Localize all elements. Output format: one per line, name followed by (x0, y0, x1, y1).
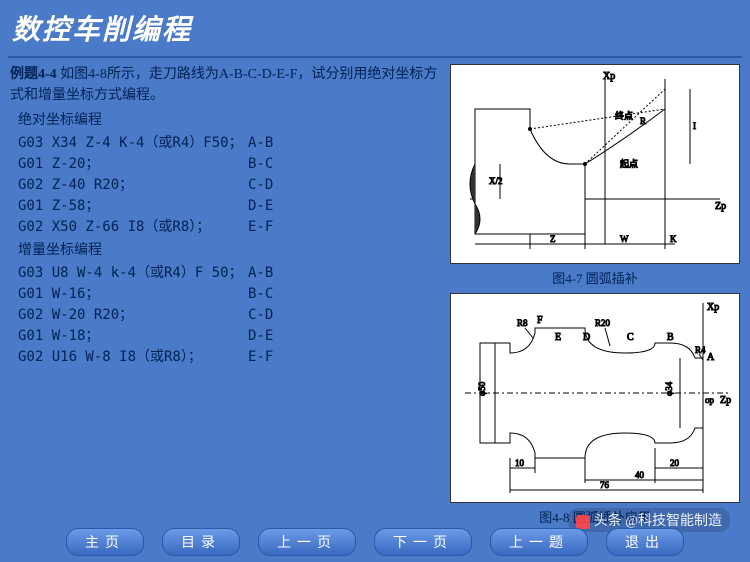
code-line: G03 U8 W-4 k-4（或R4）F 50；A-B (18, 263, 442, 284)
problem-number: 例题4-4 (10, 67, 57, 82)
section-inc-title: 增量坐标编程 (18, 240, 442, 261)
segment-label: D-E (248, 196, 298, 217)
code-line: G02 Z-40 R20；C-D (18, 175, 442, 196)
figure-1: Xp Zp op R 终点 起点 (450, 64, 740, 264)
code-text: G02 W-20 R20； (18, 305, 248, 326)
nav-toc[interactable]: 目录 (162, 528, 240, 556)
segment-label: C-D (248, 175, 298, 196)
code-text: G02 Z-40 R20； (18, 175, 248, 196)
svg-text:R: R (640, 116, 646, 126)
inc-code-block: G03 U8 W-4 k-4（或R4）F 50；A-BG01 W-16；B-CG… (10, 263, 442, 368)
svg-text:I: I (693, 121, 696, 131)
code-text: G01 Z-58； (18, 196, 248, 217)
code-text: G03 X34 Z-4 K-4（或R4）F50； (18, 133, 248, 154)
svg-text:X/2: X/2 (489, 176, 503, 186)
code-text: G02 X50 Z-66 I8（或R8）； (18, 217, 248, 238)
code-text: G01 W-18； (18, 326, 248, 347)
nav-prev[interactable]: 上一页 (258, 528, 356, 556)
nav-pg-next[interactable]: 退出 (606, 528, 684, 556)
svg-text:E: E (555, 332, 561, 343)
svg-text:op: op (705, 395, 715, 405)
svg-text:Z: Z (550, 234, 556, 244)
code-text: G02 U16 W-8 I8（或R8）； (18, 347, 248, 368)
code-line: G02 W-20 R20；C-D (18, 305, 442, 326)
svg-text:F: F (537, 315, 543, 326)
svg-text:A: A (707, 352, 715, 363)
svg-text:R4: R4 (695, 345, 706, 355)
svg-text:φ34: φ34 (664, 381, 674, 396)
text-column: 例题4-4 如图4-8所示，走刀路线为A-B-C-D-E-F，试分别用绝对坐标方… (10, 64, 442, 532)
svg-text:20: 20 (670, 458, 680, 468)
svg-text:起点: 起点 (620, 159, 638, 169)
code-text: G03 U8 W-4 k-4（或R4）F 50； (18, 263, 248, 284)
nav-next[interactable]: 下一页 (374, 528, 472, 556)
code-line: G03 X34 Z-4 K-4（或R4）F50；A-B (18, 133, 442, 154)
fig1-svg: Xp Zp op R 终点 起点 (455, 69, 735, 259)
nav-bar: 主页 目录 上一页 下一页 上一题 退出 (0, 528, 750, 556)
figure-2: Xp Zp op R8 R20 R4 (450, 293, 740, 503)
figure-column: Xp Zp op R 终点 起点 (450, 64, 740, 532)
content-area: 例题4-4 如图4-8所示，走刀路线为A-B-C-D-E-F，试分别用绝对坐标方… (0, 58, 750, 538)
svg-text:D: D (583, 332, 590, 343)
svg-text:终点: 终点 (615, 110, 633, 121)
code-line: G01 Z-20；B-C (18, 154, 442, 175)
svg-text:Zp: Zp (715, 201, 726, 212)
fig1-caption: 图4-7 圆弧插补 (450, 268, 740, 287)
code-text: G01 Z-20； (18, 154, 248, 175)
nav-pg-prev[interactable]: 上一题 (490, 528, 588, 556)
svg-text:40: 40 (635, 470, 645, 480)
code-line: G01 W-16；B-C (18, 284, 442, 305)
problem-text: 如图4-8所示，走刀路线为A-B-C-D-E-F，试分别用绝对坐标方式和增量坐标… (10, 67, 437, 103)
abs-code-block: G03 X34 Z-4 K-4（或R4）F50；A-BG01 Z-20；B-CG… (10, 133, 442, 238)
code-text: G01 W-16； (18, 284, 248, 305)
svg-text:Xp: Xp (603, 71, 615, 82)
svg-text:K: K (670, 234, 677, 244)
segment-label: B-C (248, 154, 298, 175)
segment-label: E-F (248, 217, 298, 238)
section-abs-title: 绝对坐标编程 (18, 110, 442, 131)
problem-intro: 例题4-4 如图4-8所示，走刀路线为A-B-C-D-E-F，试分别用绝对坐标方… (10, 64, 442, 106)
code-line: G01 Z-58；D-E (18, 196, 442, 217)
svg-text:76: 76 (600, 480, 610, 490)
segment-label: D-E (248, 326, 298, 347)
segment-label: B-C (248, 284, 298, 305)
segment-label: E-F (248, 347, 298, 368)
svg-text:Zp: Zp (720, 395, 731, 406)
svg-text:B: B (667, 332, 674, 343)
svg-text:Xp: Xp (707, 302, 719, 313)
svg-text:R20: R20 (595, 318, 611, 328)
svg-text:W: W (620, 234, 629, 244)
code-line: G02 X50 Z-66 I8（或R8）；E-F (18, 217, 442, 238)
nav-home[interactable]: 主页 (66, 528, 144, 556)
code-line: G01 W-18；D-E (18, 326, 442, 347)
svg-text:R8: R8 (517, 318, 528, 328)
fig2-svg: Xp Zp op R8 R20 R4 (455, 298, 735, 498)
page-title: 数控车削编程 (0, 0, 750, 56)
code-line: G02 U16 W-8 I8（或R8）；E-F (18, 347, 442, 368)
segment-label: A-B (248, 263, 298, 284)
svg-text:10: 10 (515, 458, 525, 468)
segment-label: C-D (248, 305, 298, 326)
svg-text:φ50: φ50 (477, 381, 487, 396)
segment-label: A-B (248, 133, 298, 154)
svg-text:C: C (627, 332, 634, 343)
